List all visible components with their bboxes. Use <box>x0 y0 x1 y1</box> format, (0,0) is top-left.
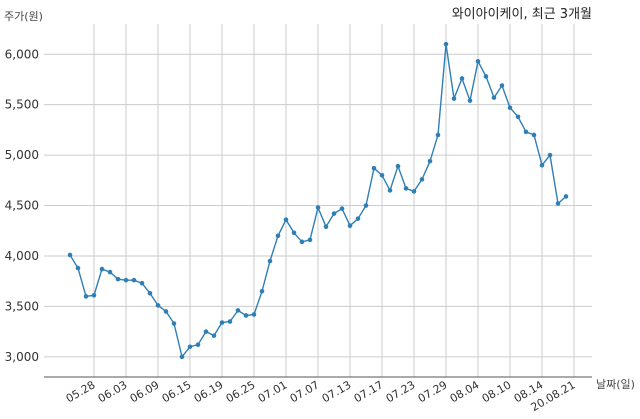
data-point <box>339 206 345 211</box>
x-tick-label: 06.03 <box>96 378 130 405</box>
data-point <box>499 83 505 88</box>
x-tick-labels: 05.2806.0306.0906.1506.1906.2507.0107.07… <box>64 378 578 414</box>
data-point <box>427 158 433 164</box>
data-point <box>363 203 369 208</box>
y-tick-label: 5,500 <box>5 98 39 112</box>
data-point <box>83 294 89 299</box>
data-point <box>75 265 81 271</box>
y-axis-label: 주가(원) <box>4 10 43 23</box>
data-point <box>459 76 465 81</box>
data-point <box>203 329 209 334</box>
data-point <box>283 217 289 222</box>
data-point <box>395 163 401 169</box>
data-point <box>307 237 313 243</box>
data-point <box>243 313 249 318</box>
price-series <box>67 41 569 360</box>
data-point <box>107 269 113 275</box>
data-point <box>451 96 457 101</box>
gridlines <box>44 24 592 377</box>
x-tick-label: 05.28 <box>64 378 98 405</box>
data-point <box>467 98 473 103</box>
data-point <box>163 309 169 314</box>
x-tick-label: 07.29 <box>416 378 450 405</box>
data-point <box>299 239 305 245</box>
data-point <box>67 252 73 258</box>
data-point <box>539 162 545 168</box>
data-point <box>315 205 321 210</box>
data-point <box>187 344 193 350</box>
data-point <box>259 288 265 294</box>
x-axis-label: 날짜(일) <box>596 377 635 391</box>
x-tick-label: 07.17 <box>352 378 386 405</box>
x-tick-label: 06.09 <box>128 378 162 405</box>
y-tick-label: 3,500 <box>5 299 39 313</box>
data-point <box>227 319 233 324</box>
x-tick-label: 07.07 <box>288 378 322 405</box>
x-tick-label: 07.01 <box>256 378 290 405</box>
data-point <box>275 233 281 239</box>
data-point <box>435 132 441 138</box>
data-point <box>347 223 353 229</box>
data-point <box>483 74 489 79</box>
y-tick-label: 4,000 <box>5 249 39 263</box>
data-point <box>531 132 537 138</box>
data-point <box>523 129 529 135</box>
x-tick-label: 06.15 <box>160 378 194 405</box>
data-point <box>403 186 409 191</box>
data-point <box>147 290 153 296</box>
data-point <box>515 114 521 120</box>
x-tick-label: 08.04 <box>448 378 482 405</box>
chart-title: 와이아이케이, 최근 3개월 <box>452 7 592 22</box>
data-point <box>123 277 129 283</box>
x-tick-label: 07.23 <box>384 378 418 405</box>
data-point <box>371 165 377 171</box>
data-point <box>131 277 137 283</box>
data-point <box>211 333 217 338</box>
data-point <box>507 105 513 111</box>
x-tick-label: 06.19 <box>192 378 226 405</box>
data-point <box>291 230 297 236</box>
y-tick-label: 6,000 <box>5 47 39 61</box>
data-point <box>547 152 553 158</box>
data-point <box>115 276 121 282</box>
x-tick-label: 06.25 <box>224 378 258 405</box>
x-tick-label: 07.13 <box>320 378 354 405</box>
data-point <box>443 41 449 47</box>
data-point <box>411 189 417 194</box>
data-point <box>139 280 145 286</box>
data-point <box>475 59 481 64</box>
data-point <box>563 194 569 199</box>
data-point <box>171 321 177 326</box>
data-point <box>267 258 273 264</box>
data-point <box>195 342 201 348</box>
data-point <box>331 211 337 216</box>
data-point <box>155 303 161 308</box>
y-tick-label: 3,000 <box>5 350 39 364</box>
data-point <box>419 177 425 182</box>
data-point <box>91 293 97 298</box>
y-tick-label: 4,500 <box>5 199 39 213</box>
data-point <box>355 216 361 221</box>
data-point <box>251 312 257 317</box>
data-point <box>491 95 497 100</box>
data-point <box>179 354 185 360</box>
y-tick-labels: 3,000 3,500 4,000 4,500 5,000 5,500 6,000 <box>5 47 39 364</box>
data-point <box>235 308 241 313</box>
data-point <box>379 172 385 178</box>
data-point <box>555 201 561 206</box>
y-tick-label: 5,000 <box>5 148 39 162</box>
x-tick-label: 08.10 <box>480 378 514 405</box>
data-point <box>219 320 225 325</box>
data-point <box>387 188 393 193</box>
data-point <box>323 224 329 230</box>
data-point <box>99 266 105 272</box>
